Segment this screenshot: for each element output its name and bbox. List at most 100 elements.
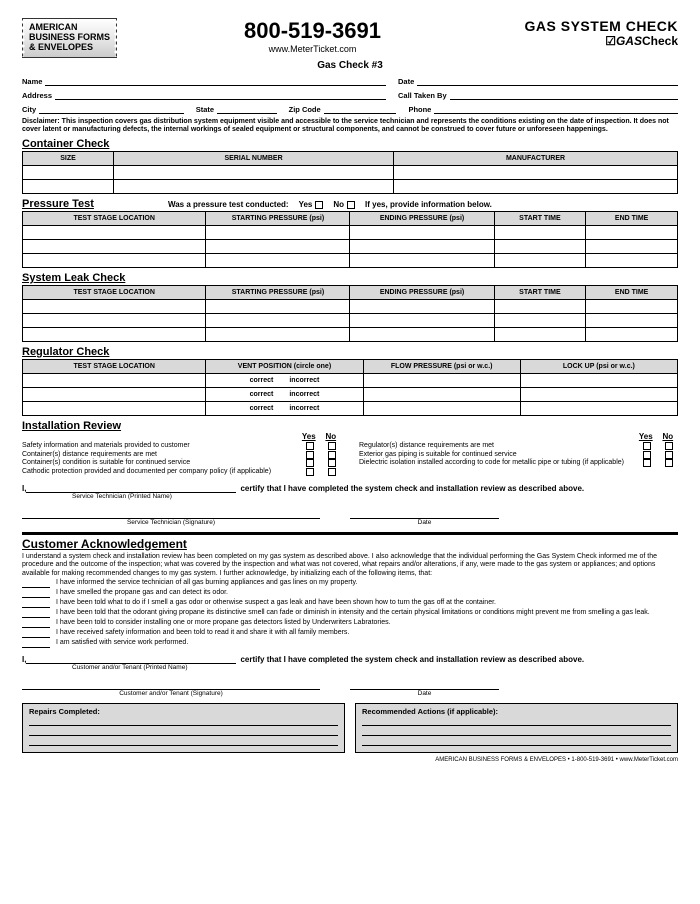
cell[interactable]	[206, 225, 350, 239]
recs-line[interactable]	[362, 716, 671, 726]
cell[interactable]	[494, 327, 586, 341]
checkbox[interactable]	[328, 468, 336, 476]
repairs-box: Repairs Completed:	[22, 703, 345, 753]
cell[interactable]	[23, 327, 206, 341]
tech-date-input[interactable]	[350, 508, 499, 519]
cell[interactable]	[23, 387, 206, 401]
recs-line[interactable]	[362, 726, 671, 736]
address-input[interactable]	[55, 89, 386, 100]
cell[interactable]	[23, 401, 206, 415]
city-input[interactable]	[39, 103, 184, 114]
cell[interactable]	[206, 327, 350, 341]
repairs-title: Repairs Completed:	[29, 707, 338, 716]
checkbox[interactable]	[306, 451, 314, 459]
initial-input[interactable]	[22, 579, 50, 588]
checkbox[interactable]	[306, 468, 314, 476]
checkbox[interactable]	[665, 451, 673, 459]
initial-input[interactable]	[22, 599, 50, 608]
vent-cell[interactable]: correctincorrect	[206, 401, 363, 415]
vent-cell[interactable]: correctincorrect	[206, 373, 363, 387]
tech-name-input[interactable]	[26, 483, 236, 493]
no-checkbox[interactable]	[347, 201, 355, 209]
initial-input[interactable]	[22, 629, 50, 638]
cell[interactable]	[586, 225, 678, 239]
cell[interactable]	[206, 313, 350, 327]
cell[interactable]	[350, 327, 494, 341]
cell[interactable]	[114, 179, 394, 193]
cell[interactable]	[23, 225, 206, 239]
calltaken-input[interactable]	[450, 89, 678, 100]
cell[interactable]	[23, 313, 206, 327]
checkbox[interactable]	[665, 459, 673, 467]
initial-input[interactable]	[22, 619, 50, 628]
vent-cell[interactable]: correctincorrect	[206, 387, 363, 401]
installation-review-title: Installation Review	[22, 420, 678, 432]
cell[interactable]	[206, 253, 350, 267]
name-input[interactable]	[45, 75, 386, 86]
cust-date-input[interactable]	[350, 679, 499, 690]
cell[interactable]	[350, 299, 494, 313]
tech-date-caption: Date	[350, 519, 499, 526]
checkbox[interactable]	[643, 451, 651, 459]
cell[interactable]	[586, 327, 678, 341]
checkbox[interactable]	[306, 442, 314, 450]
initial-input[interactable]	[22, 639, 50, 648]
cell[interactable]	[586, 239, 678, 253]
cell[interactable]	[23, 239, 206, 253]
cell[interactable]	[520, 401, 677, 415]
recs-line[interactable]	[362, 736, 671, 746]
cell[interactable]	[394, 165, 678, 179]
cell[interactable]	[494, 225, 586, 239]
cell[interactable]	[520, 387, 677, 401]
checkbox[interactable]	[665, 442, 673, 450]
cell[interactable]	[363, 387, 520, 401]
checkbox[interactable]	[643, 442, 651, 450]
cell[interactable]	[520, 373, 677, 387]
cell[interactable]	[494, 299, 586, 313]
install-item: Regulator(s) distance requirements are m…	[359, 442, 634, 451]
cell[interactable]	[494, 239, 586, 253]
cell[interactable]	[363, 373, 520, 387]
header: AMERICAN BUSINESS FORMS & ENVELOPES 800-…	[22, 18, 678, 58]
repairs-line[interactable]	[29, 716, 338, 726]
tech-signature-input[interactable]	[22, 508, 320, 519]
cell[interactable]	[23, 299, 206, 313]
checkbox[interactable]	[643, 459, 651, 467]
cell[interactable]	[206, 299, 350, 313]
checkbox[interactable]	[306, 459, 314, 467]
repairs-line[interactable]	[29, 736, 338, 746]
checkbox[interactable]	[328, 451, 336, 459]
cell[interactable]	[350, 239, 494, 253]
state-input[interactable]	[217, 103, 277, 114]
cell[interactable]	[586, 313, 678, 327]
initial-input[interactable]	[22, 609, 50, 618]
ack-item: I have been told to consider installing …	[56, 619, 391, 628]
zip-input[interactable]	[324, 103, 397, 114]
cell[interactable]	[586, 253, 678, 267]
cell[interactable]	[363, 401, 520, 415]
cust-signature-input[interactable]	[22, 679, 320, 690]
date-input[interactable]	[417, 75, 678, 86]
cell[interactable]	[394, 179, 678, 193]
yes-checkbox[interactable]	[315, 201, 323, 209]
cell[interactable]	[586, 299, 678, 313]
repairs-line[interactable]	[29, 726, 338, 736]
container-table: SIZESERIAL NUMBERMANUFACTURER	[22, 151, 678, 194]
cell[interactable]	[23, 165, 114, 179]
cell[interactable]	[350, 225, 494, 239]
cell[interactable]	[494, 313, 586, 327]
cell[interactable]	[114, 165, 394, 179]
initial-input[interactable]	[22, 589, 50, 598]
cell[interactable]	[23, 373, 206, 387]
cell[interactable]	[350, 253, 494, 267]
cust-name-input[interactable]	[26, 654, 236, 664]
cell[interactable]	[206, 239, 350, 253]
phone-input[interactable]	[434, 103, 678, 114]
cell[interactable]	[23, 179, 114, 193]
cell[interactable]	[494, 253, 586, 267]
cell[interactable]	[23, 253, 206, 267]
regulator-check-title: Regulator Check	[22, 346, 678, 358]
checkbox[interactable]	[328, 459, 336, 467]
cell[interactable]	[350, 313, 494, 327]
checkbox[interactable]	[328, 442, 336, 450]
